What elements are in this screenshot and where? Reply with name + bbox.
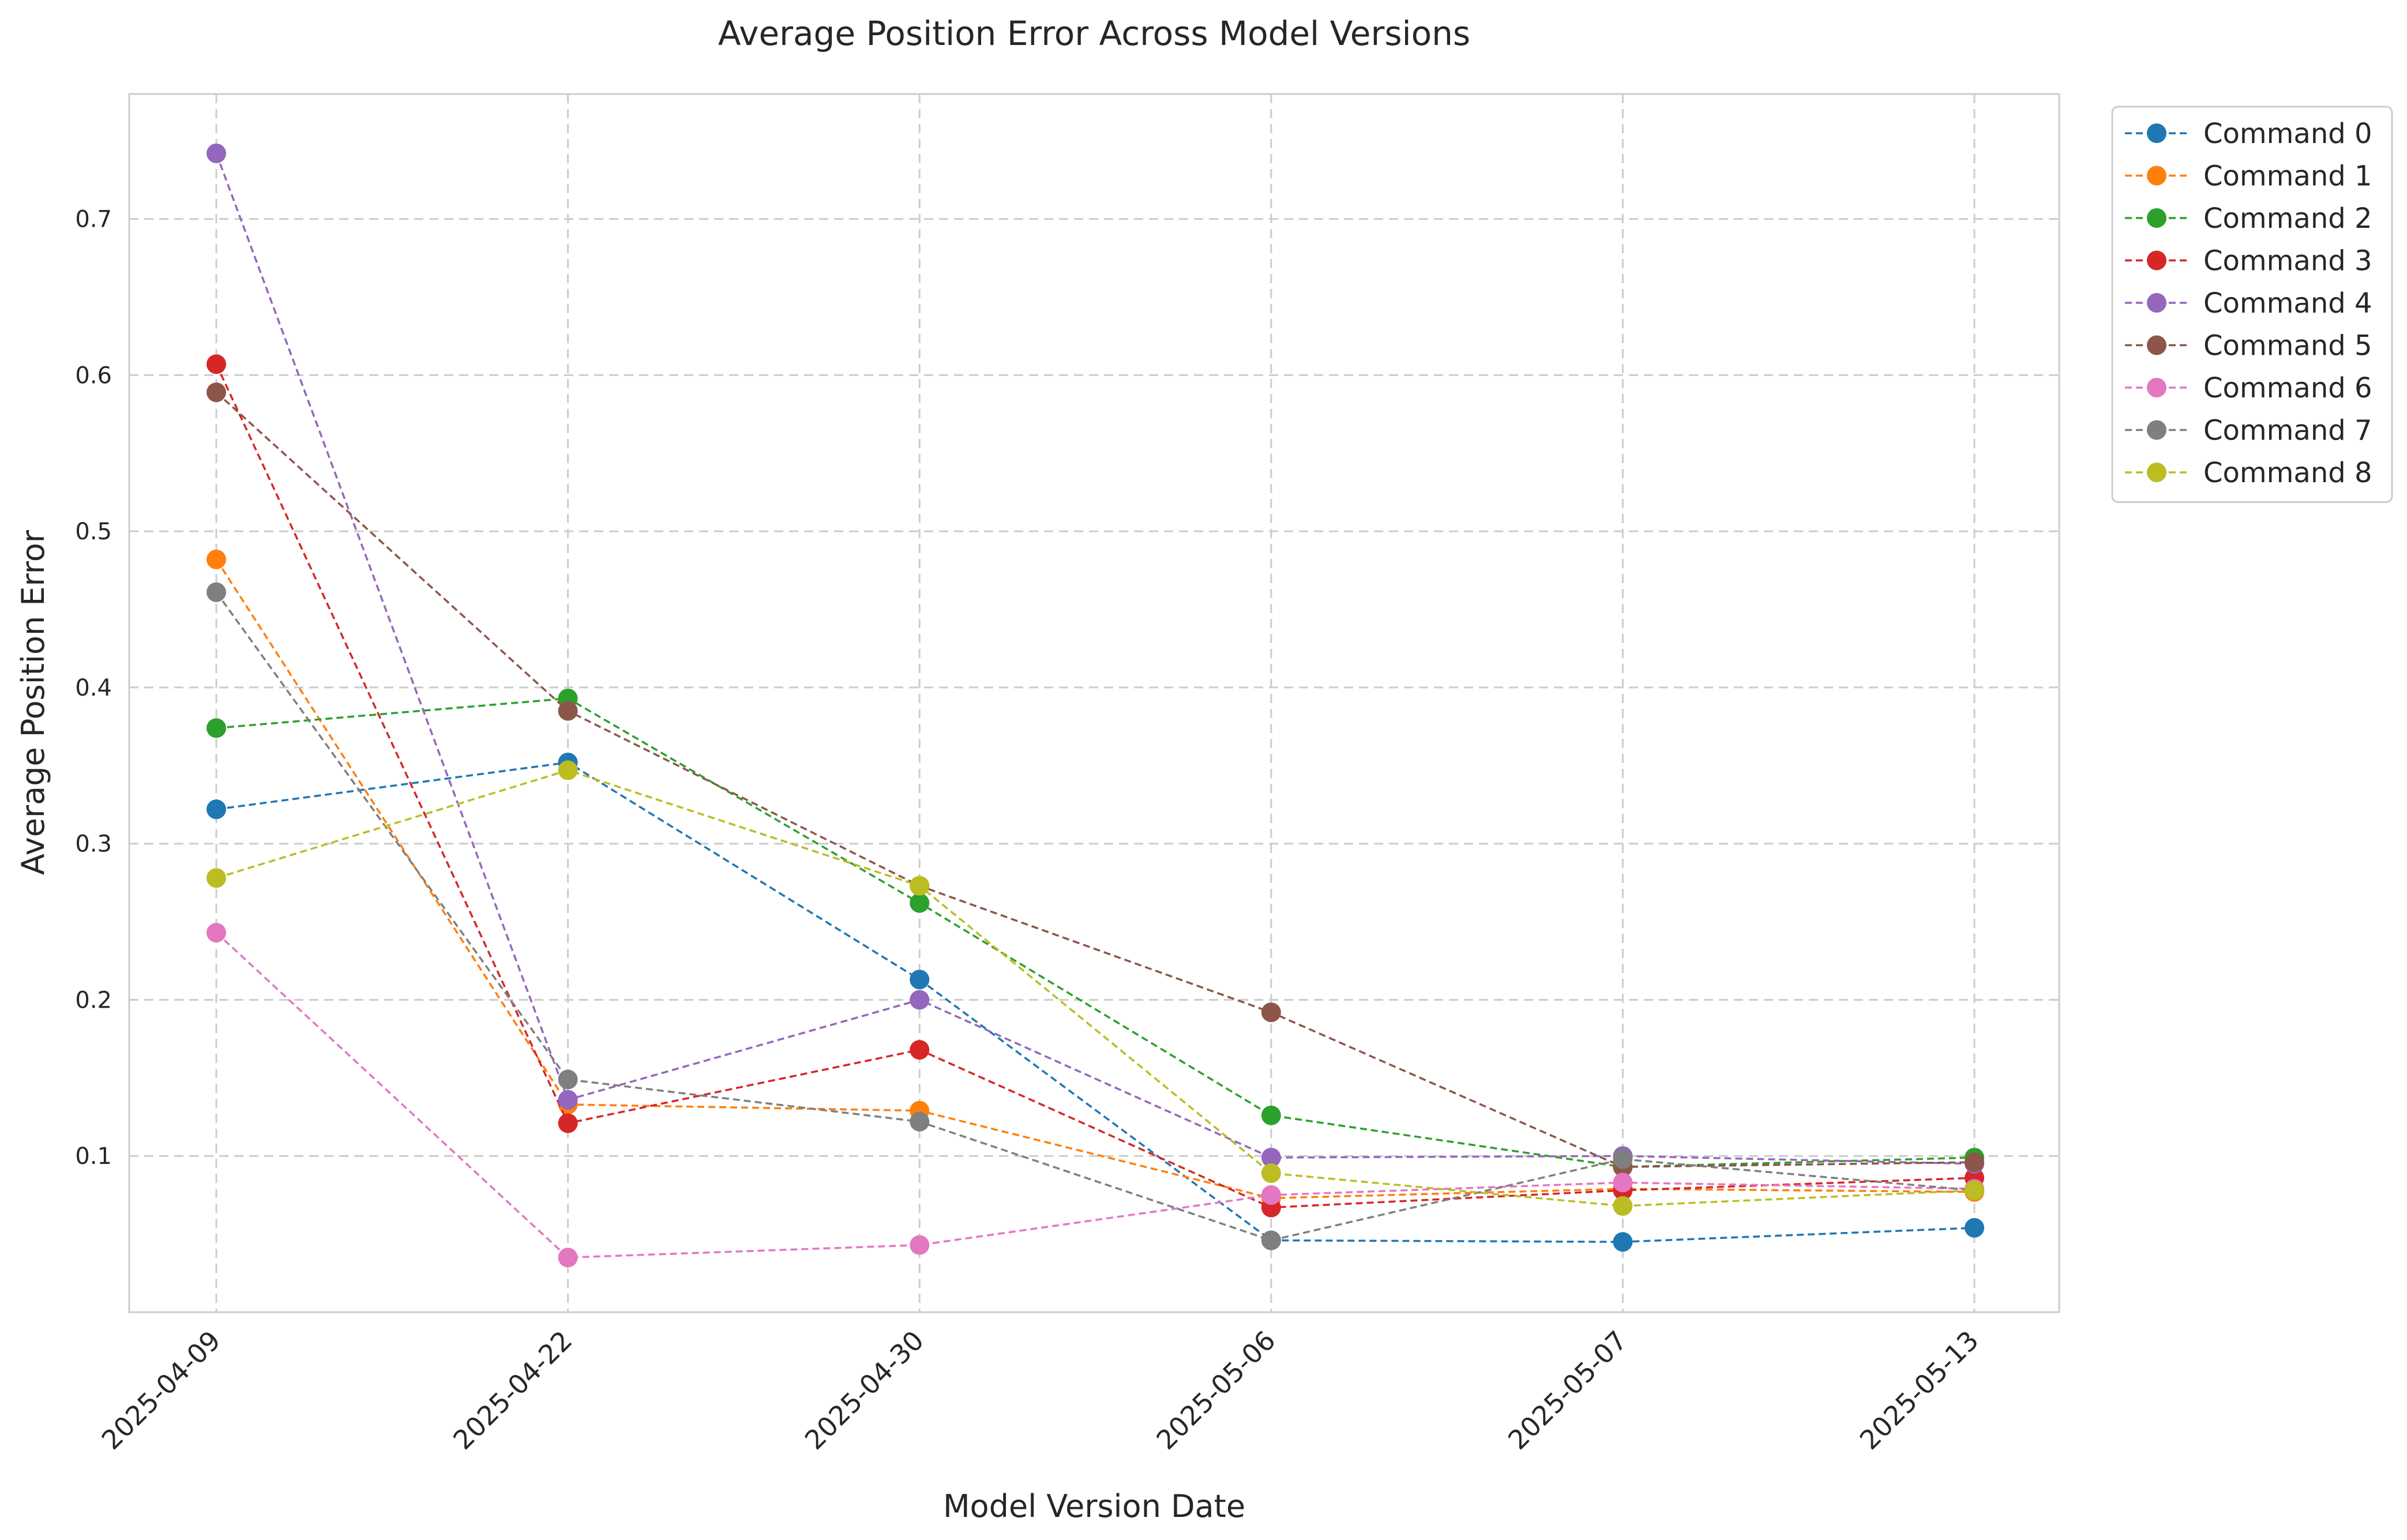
y-tick-label: 0.1: [75, 1143, 112, 1170]
data-point: [1613, 1173, 1633, 1193]
legend-marker: [2147, 123, 2166, 143]
legend-item: Command 5: [2125, 330, 2372, 362]
data-point: [206, 143, 226, 163]
series-command-6: [206, 923, 1984, 1268]
legend-item: Command 2: [2125, 202, 2372, 235]
data-point: [206, 582, 226, 602]
data-point: [910, 1235, 930, 1255]
x-axis-label: Model Version Date: [943, 1488, 1245, 1524]
legend-label: Command 2: [2203, 202, 2372, 235]
data-point: [1261, 1163, 1281, 1184]
legend-marker: [2147, 250, 2166, 271]
data-point: [1261, 1105, 1281, 1125]
y-tick-label: 0.7: [75, 206, 112, 233]
data-point: [910, 1040, 930, 1060]
y-tick-label: 0.5: [75, 519, 112, 545]
data-point: [1613, 1149, 1633, 1169]
legend-item: Command 7: [2125, 415, 2372, 447]
data-point: [558, 1248, 578, 1268]
legend-marker: [2147, 166, 2166, 186]
legend-marker: [2147, 463, 2166, 482]
legend-label: Command 3: [2203, 245, 2372, 277]
data-point: [1613, 1196, 1633, 1216]
legend-label: Command 6: [2203, 372, 2372, 404]
series-line: [216, 761, 1975, 1243]
data-point: [1965, 1152, 1984, 1173]
legend-label: Command 0: [2203, 118, 2372, 150]
data-point: [558, 760, 578, 780]
data-point: [206, 549, 226, 569]
series-group: [206, 143, 1984, 1268]
y-tick-label: 0.3: [75, 831, 112, 858]
legend-item: Command 6: [2125, 372, 2372, 404]
series-line: [215, 391, 1975, 1168]
series-command-8: [206, 760, 1984, 1216]
legend-marker: [2147, 335, 2166, 355]
legend-item: Command 1: [2125, 160, 2372, 193]
legend-label: Command 4: [2203, 287, 2372, 320]
data-point: [910, 990, 930, 1010]
series-command-0: [206, 752, 1984, 1252]
y-axis-label: Average Position Error: [15, 529, 51, 875]
data-point: [1261, 1230, 1281, 1250]
y-tick-label: 0.2: [75, 987, 112, 1013]
data-point: [206, 923, 226, 943]
legend-item: Command 8: [2125, 457, 2372, 489]
legend-marker: [2147, 208, 2166, 228]
data-point: [1261, 1185, 1281, 1205]
chart-title: Average Position Error Across Model Vers…: [718, 14, 1470, 53]
legend-marker: [2147, 420, 2166, 440]
data-point: [1965, 1218, 1984, 1238]
legend: Command 0 Command 1 Command 2 Command 3 Comm…: [2111, 106, 2393, 503]
legend-marker: [2147, 293, 2166, 313]
data-point: [1261, 1147, 1281, 1167]
data-point: [206, 718, 226, 738]
y-tick-label: 0.4: [75, 675, 112, 701]
data-point: [206, 868, 226, 888]
legend-label: Command 7: [2203, 415, 2372, 447]
legend-marker: [2147, 378, 2166, 397]
data-point: [1613, 1232, 1633, 1252]
data-point: [206, 354, 226, 374]
legend-item: Command 0: [2125, 118, 2372, 150]
legend-label: Command 8: [2203, 457, 2372, 489]
data-point: [206, 799, 226, 820]
data-point: [206, 382, 226, 403]
data-point: [558, 1090, 578, 1110]
series-line: [216, 769, 1975, 1207]
legend-label: Command 5: [2203, 330, 2372, 362]
data-point: [558, 1069, 578, 1090]
legend-box: [2111, 106, 2393, 503]
legend-item: Command 3: [2125, 245, 2372, 277]
data-point: [558, 1113, 578, 1133]
series-line: [215, 931, 1975, 1259]
legend-item: Command 4: [2125, 287, 2372, 320]
data-point: [1261, 1002, 1281, 1023]
data-point: [910, 1111, 930, 1132]
y-axis-ticks: 0.1 0.2 0.3 0.4 0.5 0.6 0.7: [75, 206, 112, 1170]
data-point: [910, 876, 930, 896]
gridlines: [129, 94, 2059, 1312]
y-tick-label: 0.6: [75, 362, 112, 389]
data-point: [1965, 1180, 1984, 1200]
series-line: [215, 153, 1975, 1165]
legend-label: Command 1: [2203, 160, 2372, 193]
data-point: [910, 970, 930, 990]
plot-frame: [128, 93, 2060, 1313]
data-point: [910, 893, 930, 913]
series-line: [215, 591, 1975, 1242]
series-line: [215, 558, 1975, 1200]
data-point: [558, 701, 578, 721]
